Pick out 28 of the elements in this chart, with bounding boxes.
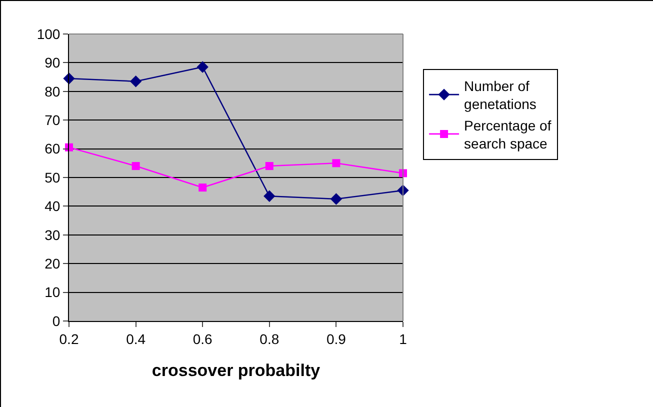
x-tick-label: 0.6 (192, 330, 213, 347)
y-tick-label: 60 (44, 140, 60, 157)
point (265, 162, 274, 170)
x-tick-label: 0.2 (59, 330, 79, 347)
legend-label: Percentage of search space (464, 117, 552, 152)
y-tick-label: 40 (44, 198, 60, 214)
point (330, 193, 342, 205)
point (198, 184, 207, 192)
point (130, 76, 142, 88)
point (332, 159, 340, 168)
x-tick-label: 0.8 (260, 330, 280, 347)
point (196, 61, 208, 73)
x-axis-title: crossover probabilty (152, 361, 321, 380)
legend-label: Number of genetations (464, 78, 536, 112)
y-tick-label: 70 (44, 112, 60, 128)
y-tick-label: 50 (44, 169, 60, 186)
x-tick-label: 1 (399, 330, 408, 347)
x-tick-label: 0.4 (126, 330, 146, 347)
y-tick-label: 30 (44, 226, 60, 243)
x-tick-label: 0.9 (326, 330, 346, 347)
y-tick-label: 90 (44, 54, 60, 71)
y-tick-label: 80 (44, 83, 60, 100)
point (264, 190, 276, 202)
y-tick-label: 100 (36, 26, 60, 42)
point (132, 162, 140, 170)
y-tick-label: 20 (44, 256, 60, 272)
y-tick-label: 0 (52, 312, 60, 329)
y-tick-label: 10 (44, 284, 60, 300)
